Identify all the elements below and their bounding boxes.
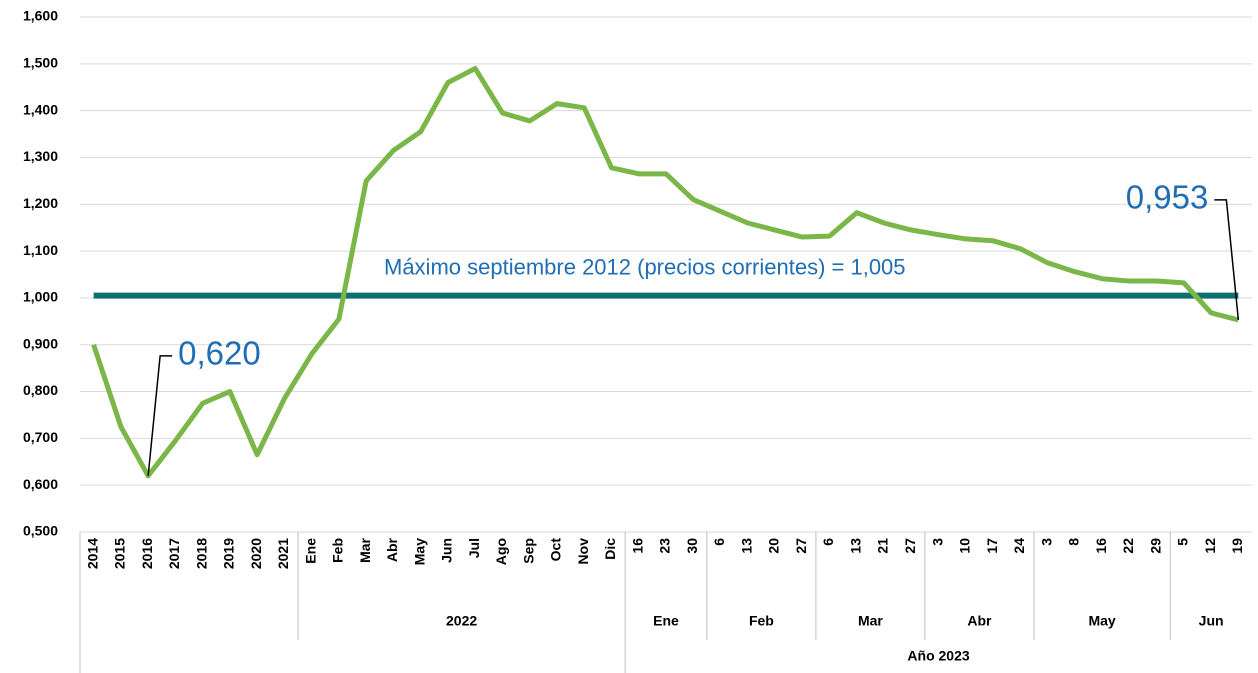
x-tick-label: 13 <box>738 538 754 554</box>
group-label: Abr <box>967 613 992 629</box>
x-tick-label: 2020 <box>248 538 264 569</box>
x-tick-label: Dic <box>602 538 618 560</box>
group-label: Jun <box>1199 613 1224 629</box>
y-tick-label: 1,100 <box>23 242 58 258</box>
group-label: Mar <box>858 613 883 629</box>
x-tick-label: 13 <box>847 538 863 554</box>
x-tick-label: 10 <box>957 538 973 554</box>
x-tick-label: 27 <box>793 538 809 554</box>
x-tick-label: 2014 <box>84 538 100 569</box>
y-tick-label: 1,500 <box>23 55 58 71</box>
x-tick-label: 3 <box>929 538 945 546</box>
x-tick-label: 22 <box>1120 538 1136 554</box>
y-tick-label: 0,500 <box>23 523 58 539</box>
x-tick-label: 30 <box>684 538 700 554</box>
x-tick-label: Oct <box>548 538 564 562</box>
x-tick-label: 2019 <box>221 538 237 569</box>
x-tick-label: Nov <box>575 538 591 565</box>
x-tick-label: 2015 <box>112 538 128 569</box>
value-label: 0,953 <box>1126 179 1209 216</box>
x-tick-label: Jun <box>439 538 455 563</box>
x-tick-label: May <box>411 538 427 565</box>
x-tick-label: 5 <box>1175 538 1191 546</box>
x-tick-label: 6 <box>711 538 727 546</box>
x-tick-label: Ene <box>302 538 318 564</box>
leader-line <box>1214 199 1240 320</box>
group-label: Ene <box>653 613 679 629</box>
group-label: Feb <box>749 613 774 629</box>
y-tick-label: 1,300 <box>23 148 58 164</box>
x-tick-label: 16 <box>1093 538 1109 554</box>
x-tick-label: 2016 <box>139 538 155 569</box>
x-tick-label: 29 <box>1147 538 1163 554</box>
x-tick-label: 24 <box>1011 538 1027 554</box>
x-tick-label: 19 <box>1229 538 1245 554</box>
x-tick-label: 20 <box>766 538 782 554</box>
x-tick-label: Mar <box>357 537 373 562</box>
x-tick-label: 3 <box>1038 538 1054 546</box>
x-tick-label: 2017 <box>166 538 182 569</box>
x-tick-label: Ago <box>493 538 509 565</box>
group-label: 2022 <box>446 613 477 629</box>
x-tick-label: 12 <box>1202 538 1218 554</box>
y-tick-label: 1,600 <box>23 8 58 24</box>
y-tick-label: 0,600 <box>23 476 58 492</box>
x-tick-label: 6 <box>820 538 836 546</box>
group-label: May <box>1088 613 1115 629</box>
y-tick-label: 1,200 <box>23 195 58 211</box>
x-tick-label: 2018 <box>193 538 209 569</box>
x-tick-label: 21 <box>875 538 891 554</box>
y-tick-label: 0,900 <box>23 335 58 351</box>
x-tick-label: 2021 <box>275 538 291 569</box>
x-tick-label: 23 <box>657 538 673 554</box>
y-tick-label: 1,400 <box>23 101 58 117</box>
y-tick-label: 0,800 <box>23 382 58 398</box>
y-tick-label: 0,700 <box>23 429 58 445</box>
leader-line <box>147 355 173 476</box>
reference-label: Máximo septiembre 2012 (precios corrient… <box>384 254 906 279</box>
x-tick-label: Jul <box>466 538 482 558</box>
y-tick-label: 1,000 <box>23 289 58 305</box>
value-label: 0,620 <box>178 335 261 372</box>
x-tick-label: 17 <box>984 538 1000 554</box>
x-tick-label: 8 <box>1066 538 1082 546</box>
x-tick-label: Sep <box>520 538 536 564</box>
x-tick-label: Abr <box>384 537 400 562</box>
group-label: Año 2023 <box>907 648 969 664</box>
x-tick-label: 27 <box>902 538 918 554</box>
data-line <box>91 66 1239 479</box>
x-tick-label: 16 <box>629 538 645 554</box>
x-tick-label: Feb <box>330 538 346 563</box>
